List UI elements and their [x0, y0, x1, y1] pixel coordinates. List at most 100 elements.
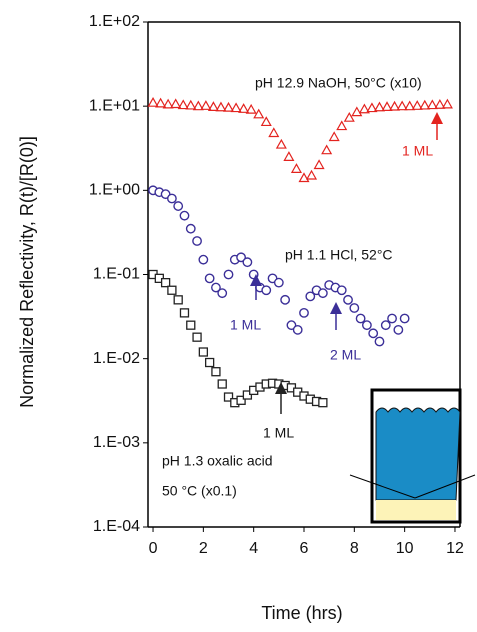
circle-marker: [355, 313, 366, 324]
triangle-marker: [192, 100, 204, 111]
triangle-marker: [426, 99, 438, 110]
circle-marker: [248, 269, 259, 280]
triangle-marker: [411, 100, 423, 110]
square-marker: [318, 398, 328, 408]
circle-marker: [380, 320, 391, 331]
square-marker: [179, 308, 190, 318]
circle-marker: [317, 288, 328, 299]
circle-marker: [336, 285, 347, 296]
circle-marker: [192, 236, 202, 246]
square-marker: [192, 332, 202, 342]
annotation: 1 ML: [230, 317, 261, 333]
y-axis-title: Normalized Reflectivity, R(t)/[R(0)]: [17, 136, 37, 408]
triangle-marker: [162, 98, 174, 109]
triangle-marker: [177, 99, 189, 110]
annotation: pH 12.9 NaOH, 50°C (x10): [255, 75, 422, 91]
plot-area: 1.E-04 1.E-03 1.E-02 1.E-01 1.E+00 1.E+01 1.E+…: [89, 13, 464, 557]
y-tick-label: 1.E+00: [89, 182, 140, 199]
triangle-marker: [200, 100, 212, 110]
triangle-marker: [336, 120, 348, 131]
triangle-marker: [290, 163, 302, 173]
triangle-marker: [396, 100, 408, 111]
triangle-marker: [343, 111, 355, 122]
y-tick-label: 1.E-04: [93, 518, 140, 535]
circle-marker: [198, 254, 209, 265]
triangle-marker: [230, 102, 242, 113]
circle-marker: [217, 288, 228, 299]
circle-marker: [349, 303, 360, 313]
triangle-marker: [381, 101, 393, 112]
circle-marker: [286, 320, 297, 331]
triangle-marker: [253, 108, 265, 119]
circle-marker: [179, 210, 190, 221]
inset-diagram: [349, 388, 476, 524]
triangle-marker: [245, 103, 257, 114]
circle-marker: [299, 307, 309, 318]
triangle-marker: [260, 116, 272, 127]
y-tick-label: 1.E-02: [93, 350, 140, 367]
triangle-marker: [366, 102, 378, 113]
triangle-marker: [441, 98, 453, 109]
triangle-marker: [268, 127, 280, 138]
square-marker: [160, 278, 171, 288]
triangle-marker: [351, 106, 363, 117]
annotation: pH 1.3 oxalic acid: [162, 453, 273, 469]
circle-marker: [273, 277, 284, 288]
circle-marker: [173, 201, 184, 211]
square-marker: [198, 347, 209, 357]
x-tick-label: 6: [300, 540, 309, 557]
square-marker: [211, 367, 221, 377]
circle-marker: [242, 257, 253, 268]
circle-marker: [185, 223, 196, 234]
annotation: 1 ML: [402, 143, 433, 159]
x-tick-label: 0: [149, 540, 158, 557]
circle-marker: [223, 269, 234, 280]
square-marker: [167, 285, 177, 295]
triangle-marker: [222, 101, 235, 112]
annotation: pH 1.1 HCl, 52°C: [285, 247, 393, 263]
y-tick-label: 1.E-01: [93, 266, 140, 283]
triangle-marker: [298, 172, 310, 183]
circle-marker: [261, 285, 272, 296]
circle-marker: [343, 294, 353, 305]
circle-marker: [362, 320, 372, 331]
triangle-marker: [419, 99, 431, 110]
x-tick-label: 10: [396, 540, 414, 557]
x-tick-label: 8: [350, 540, 359, 557]
x-tick-label: 2: [199, 540, 208, 557]
triangle-marker: [434, 99, 446, 109]
triangle-marker: [155, 97, 167, 108]
y-tick-label: 1.E+02: [89, 13, 140, 30]
triangle-marker: [275, 138, 287, 149]
circle-marker: [399, 313, 410, 324]
circle-marker: [387, 313, 397, 324]
circle-marker: [393, 324, 404, 335]
triangle-marker: [215, 101, 227, 112]
triangle-marker: [170, 98, 182, 109]
y-tick-label: 1.E-03: [93, 434, 140, 451]
circle-marker: [292, 324, 303, 335]
triangle-marker: [358, 103, 370, 114]
annotation: 2 ML: [330, 347, 361, 363]
circle-marker: [204, 273, 215, 284]
triangle-marker: [283, 151, 295, 161]
triangle-marker: [313, 159, 325, 170]
circle-marker: [305, 291, 316, 302]
triangle-marker: [321, 144, 333, 155]
triangle-marker: [404, 100, 416, 111]
annotation: 1 ML: [263, 425, 294, 441]
circle-marker: [368, 328, 379, 339]
circle-marker: [236, 252, 246, 263]
triangle-marker: [147, 96, 159, 107]
triangle-marker: [373, 101, 386, 112]
square-marker: [236, 395, 246, 405]
y-tick-label: 1.E+01: [89, 97, 140, 114]
x-tick-label: 4: [249, 540, 258, 557]
x-tick-label: 12: [446, 540, 464, 557]
square-marker: [186, 320, 196, 330]
circle-marker: [280, 294, 291, 305]
triangle-marker: [328, 131, 340, 142]
triangle-marker: [389, 100, 401, 111]
square-marker: [173, 295, 183, 305]
